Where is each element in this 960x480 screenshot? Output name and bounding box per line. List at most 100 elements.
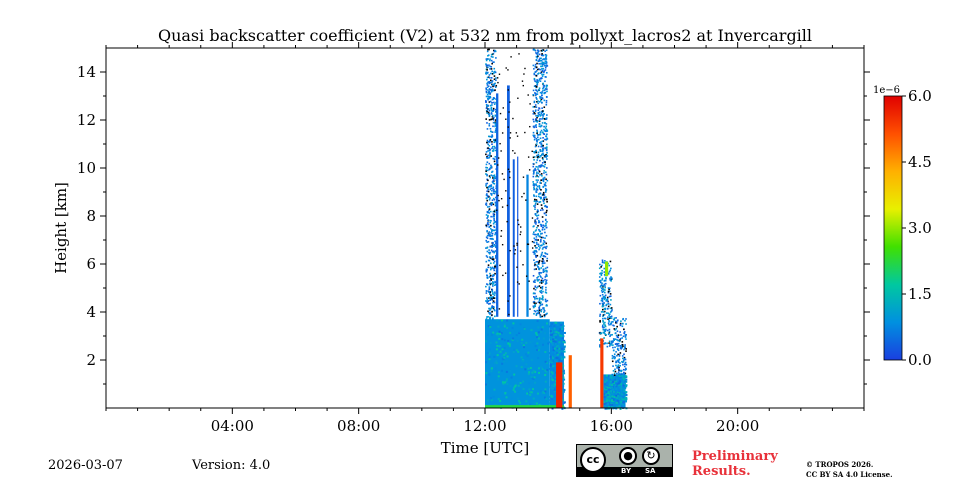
data-cell (508, 345, 511, 348)
data-cell (536, 79, 538, 81)
data-cell (511, 327, 514, 330)
data-cell (604, 380, 607, 383)
data-cell (536, 136, 539, 139)
data-cell (489, 227, 492, 230)
data-cell (522, 84, 524, 87)
data-cell (545, 275, 547, 277)
colorbar: 1e−6 0.01.53.04.56.0 (873, 85, 932, 369)
data-cell (551, 402, 554, 405)
cc-license-badge[interactable]: cc ● ↻ BY SA (576, 444, 673, 477)
data-cell (544, 332, 547, 335)
data-cell (509, 249, 511, 252)
data-cell (509, 384, 512, 387)
data-cell (492, 282, 495, 284)
data-cell (485, 285, 487, 288)
data-cell (540, 92, 543, 95)
data-cell (535, 236, 538, 238)
data-cell (609, 307, 612, 310)
data-cell (621, 341, 624, 343)
data-cell (494, 229, 496, 232)
data-cell (534, 151, 536, 154)
data-cell (492, 307, 495, 310)
data-cell (620, 402, 623, 405)
data-cell (498, 345, 501, 348)
data-cell (542, 54, 544, 57)
data-cell (502, 360, 505, 363)
data-cell (539, 230, 542, 233)
data-cell (494, 291, 496, 293)
data-cell (537, 179, 539, 181)
data-cell (616, 336, 619, 338)
data-cell (541, 118, 543, 120)
data-cell (536, 297, 539, 300)
data-cell (617, 359, 620, 361)
data-cell (553, 395, 556, 398)
data-cell (491, 62, 493, 65)
data-cell (620, 397, 623, 400)
data-cell (554, 343, 557, 346)
data-cell (544, 127, 547, 129)
data-cell (537, 312, 539, 315)
data-cell (539, 316, 542, 318)
data-cell (541, 122, 544, 124)
data-cell (538, 248, 540, 251)
data-cell (621, 389, 624, 392)
data-cell (488, 286, 491, 288)
data-cell (613, 372, 616, 375)
data-cell (543, 154, 546, 157)
data-cell (486, 139, 489, 142)
data-cell (544, 255, 547, 258)
data-cell (539, 240, 542, 243)
data-cell (610, 392, 613, 395)
data-cell (536, 211, 539, 214)
data-cell (534, 220, 536, 222)
data-cell (533, 172, 535, 174)
data-cell (486, 97, 489, 100)
data-cell (542, 179, 545, 182)
data-cell (536, 54, 539, 56)
data-cell (507, 339, 510, 342)
data-cell (534, 219, 537, 221)
data-cell (623, 357, 626, 360)
data-cell (520, 356, 523, 359)
data-cell (521, 80, 524, 82)
data-cell (494, 108, 497, 111)
data-cell (532, 156, 535, 159)
data-cell (606, 398, 609, 401)
data-cell (604, 308, 607, 311)
data-cell (538, 156, 541, 159)
data-cell (617, 405, 620, 408)
data-cell (616, 404, 619, 407)
data-cell (538, 301, 541, 304)
data-cell (604, 279, 607, 282)
data-cell (495, 348, 498, 351)
data-cell (488, 147, 491, 150)
data-cell (617, 368, 620, 370)
data-cell (495, 84, 498, 87)
data-cell (608, 316, 611, 318)
data-cell (545, 274, 548, 277)
data-cell (538, 119, 541, 122)
data-cell (617, 380, 620, 383)
data-cell (601, 302, 604, 305)
data-cell (491, 333, 494, 336)
data-cell (485, 173, 487, 175)
data-cell (615, 317, 617, 319)
data-cell (510, 376, 513, 379)
data-cell (533, 241, 536, 244)
data-cell (539, 304, 542, 306)
data-cell (485, 153, 487, 156)
data-cell (518, 399, 521, 402)
data-cell (491, 266, 494, 269)
data-cell (532, 274, 535, 277)
data-cell (548, 352, 551, 355)
data-cell (516, 266, 518, 268)
data-cell (603, 262, 606, 264)
data-cell (489, 237, 492, 240)
data-cell (541, 228, 544, 231)
data-cell (493, 174, 496, 177)
data-cell (501, 355, 504, 358)
data-cell (489, 68, 491, 70)
data-cell (563, 348, 566, 351)
data-cell (556, 357, 559, 360)
